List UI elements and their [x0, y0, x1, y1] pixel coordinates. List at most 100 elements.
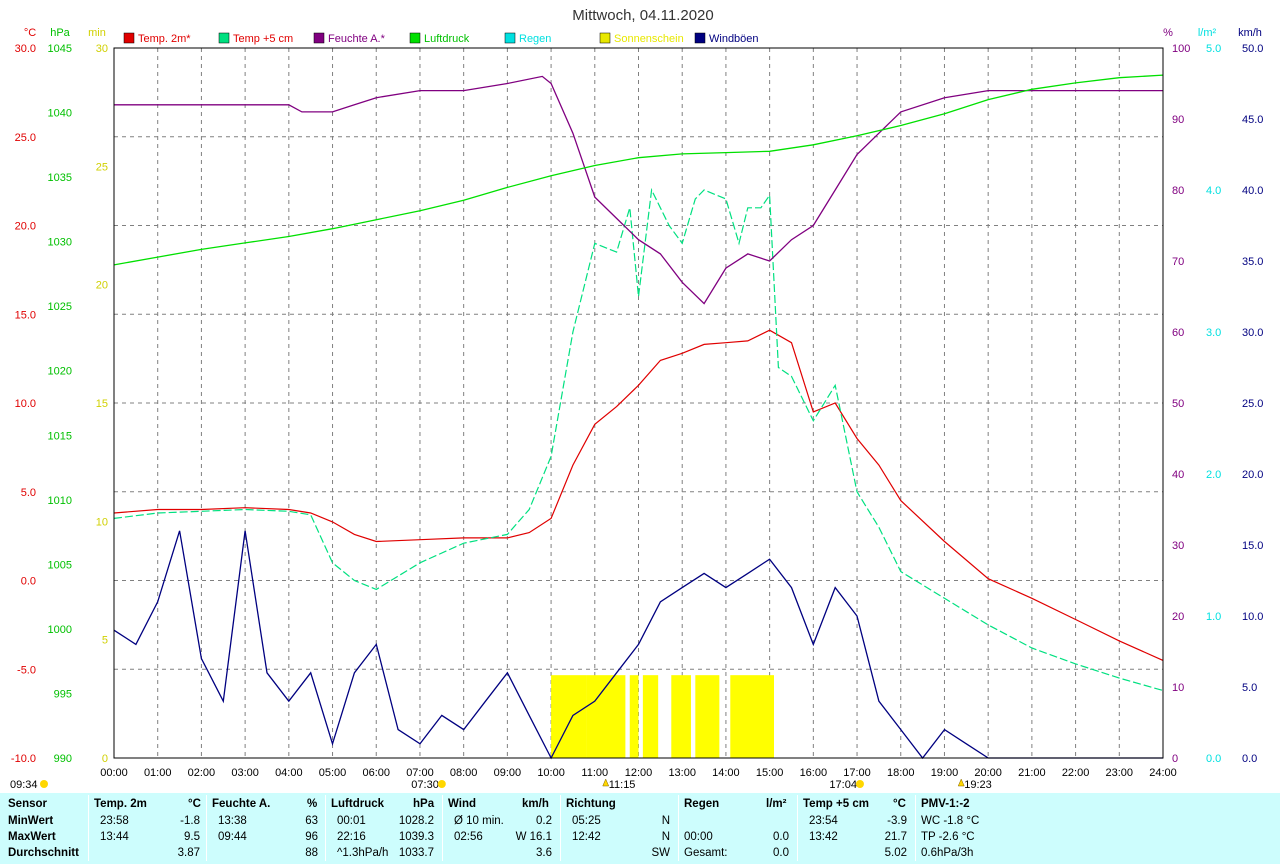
noon-label: 11:15 [609, 779, 636, 791]
stats-t5-time: 13:42 [809, 831, 838, 843]
stats-rain-val: 0.0 [773, 831, 789, 843]
humidity-tick: 60 [1172, 327, 1184, 339]
x-tick: 11:00 [581, 767, 608, 779]
humidity-tick: 90 [1172, 114, 1184, 126]
legend: Temp. 2m* Temp +5 cm Feuchte A.* Luftdruck R… [123, 32, 759, 45]
x-tick: 15:00 [756, 767, 784, 779]
x-tick: 14:00 [712, 767, 740, 779]
stats-temp-val: -1.8 [180, 815, 200, 827]
stats-header-pressure: Luftdruck [331, 798, 385, 810]
stats-header-humidity: Feuchte A. [212, 798, 271, 810]
stats-rain-val: 0.0 [773, 847, 789, 859]
legend-swatch [218, 32, 230, 44]
series-temp-5cm [113, 187, 1164, 692]
x-tick: 00:00 [100, 767, 128, 779]
wind-tick: 50.0 [1242, 43, 1263, 55]
stats-press-val: 1028.2 [398, 815, 434, 827]
humidity-tick: 80 [1172, 185, 1184, 197]
sunshine-bar [642, 675, 659, 758]
sunset-label: 17:04 [829, 779, 857, 791]
stats-header-wind: Wind [448, 798, 476, 810]
x-tick: 10:00 [537, 767, 565, 779]
stats-wind-val: W 16.1 [515, 831, 552, 843]
sun-tick: 25 [96, 161, 108, 173]
humidity-tick: 0 [1172, 753, 1178, 765]
rain-tick: 2.0 [1206, 469, 1221, 481]
stats-label: MaxWert [8, 831, 56, 843]
stats-rain-time: Gesamt: [684, 847, 728, 859]
sunshine-bar [586, 675, 626, 758]
legend-label: Windböen [709, 33, 759, 45]
stats-hum-val: 88 [305, 847, 318, 859]
plot-frame [113, 47, 1164, 759]
sun-tick: 20 [96, 280, 108, 292]
weather-chart: Mittwoch, 04.11.2020 Temp. 2m* Temp +5 cm… [10, 7, 1264, 791]
temp-tick: 15.0 [15, 309, 36, 321]
time-markers: 09:34 07:30 17:04 11:15 19:23 [10, 778, 992, 791]
x-tick: 16:00 [800, 767, 828, 779]
x-tick: 01:00 [144, 767, 172, 779]
humidity-tick: 10 [1172, 682, 1184, 694]
x-tick: 06:00 [362, 767, 390, 779]
stats-header-temp: Temp. 2m [94, 798, 147, 810]
stats-pmv: WC -1.8 °C [921, 815, 980, 827]
sunrise-label: 07:30 [411, 779, 439, 791]
wind-tick: 30.0 [1242, 327, 1263, 339]
chart-title: Mittwoch, 04.11.2020 [572, 7, 713, 24]
pressure-unit: hPa [50, 27, 70, 39]
stats-wind-time: 02:56 [454, 831, 483, 843]
stats-wind-time: Ø 10 min. [454, 815, 504, 827]
wind-tick: 0.0 [1242, 753, 1257, 765]
wind-tick: 45.0 [1242, 114, 1263, 126]
sun-tick: 5 [102, 635, 108, 647]
pressure-tick: 1020 [48, 366, 72, 378]
x-tick: 19:00 [931, 767, 959, 779]
humidity-tick: 50 [1172, 398, 1184, 410]
x-tick: 04:00 [275, 767, 303, 779]
stats-temp-time: 13:44 [100, 831, 129, 843]
stats-header-sensor: Sensor [8, 798, 47, 810]
legend-label: Temp. 2m* [138, 33, 191, 45]
stats-header-temp-unit: °C [188, 798, 201, 810]
stats-dir-val: N [661, 815, 670, 827]
stats-temp-val: 9.5 [184, 831, 200, 843]
stats-header-temp5-unit: °C [893, 798, 906, 810]
pressure-tick: 1000 [48, 624, 72, 636]
legend-label: Feuchte A.* [328, 33, 386, 45]
humidity-tick: 30 [1172, 540, 1184, 552]
axes: 30.0 25.0 20.0 15.0 10.0 5.0 0.0 -5.0 -10.0 1045 1… [11, 43, 1264, 779]
pressure-tick: 1035 [48, 172, 72, 184]
pressure-tick: 1030 [48, 237, 72, 249]
sun-tick: 15 [96, 398, 108, 410]
stats-dir-val: N [661, 831, 670, 843]
sunshine-bar [671, 675, 691, 758]
wind-tick: 40.0 [1242, 185, 1263, 197]
legend-swatch [409, 32, 421, 44]
legend-swatch [504, 32, 516, 44]
sun-tick: 30 [96, 43, 108, 55]
stats-header-humidity-unit: % [307, 798, 318, 810]
rain-tick: 0.0 [1206, 753, 1221, 765]
x-tick: 02:00 [188, 767, 216, 779]
stats-header-rain: Regen [684, 798, 720, 810]
stats-dir-time: 12:42 [572, 831, 601, 843]
x-tick: 22:00 [1062, 767, 1090, 779]
grid [114, 48, 1163, 758]
temp-tick: 30.0 [15, 43, 36, 55]
stats-hum-time: 13:38 [218, 815, 247, 827]
stats-dir-val: SW [651, 847, 670, 859]
temp-tick: -5.0 [17, 664, 36, 676]
sun-tick: 10 [96, 516, 108, 528]
sunshine-bar [629, 675, 639, 758]
temp-unit: °C [24, 27, 36, 39]
pressure-tick: 990 [54, 753, 72, 765]
stats-header-temp5: Temp +5 cm [803, 798, 869, 810]
wind-tick: 15.0 [1242, 540, 1263, 552]
stats-wind-val: 3.6 [536, 847, 552, 859]
wind-tick: 25.0 [1242, 398, 1263, 410]
stats-header-direction: Richtung [566, 798, 616, 810]
series-lines [113, 74, 1164, 760]
series-humidity [114, 75, 1163, 305]
x-tick: 18:00 [887, 767, 915, 779]
stats-rain-time: 00:00 [684, 831, 713, 843]
